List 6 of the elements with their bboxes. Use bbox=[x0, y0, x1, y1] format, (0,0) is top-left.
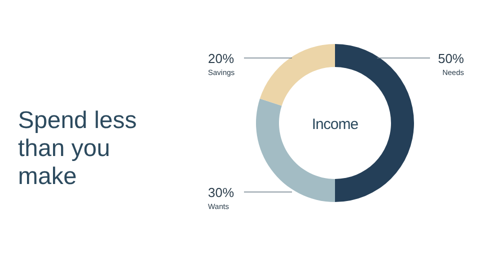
data-label: 20% bbox=[208, 51, 234, 66]
donut-slice bbox=[260, 44, 335, 106]
data-label: 50% bbox=[438, 51, 464, 66]
text: Income bbox=[312, 116, 358, 133]
data-label: 30% bbox=[208, 185, 234, 200]
text: Spend less than you make bbox=[18, 107, 137, 190]
